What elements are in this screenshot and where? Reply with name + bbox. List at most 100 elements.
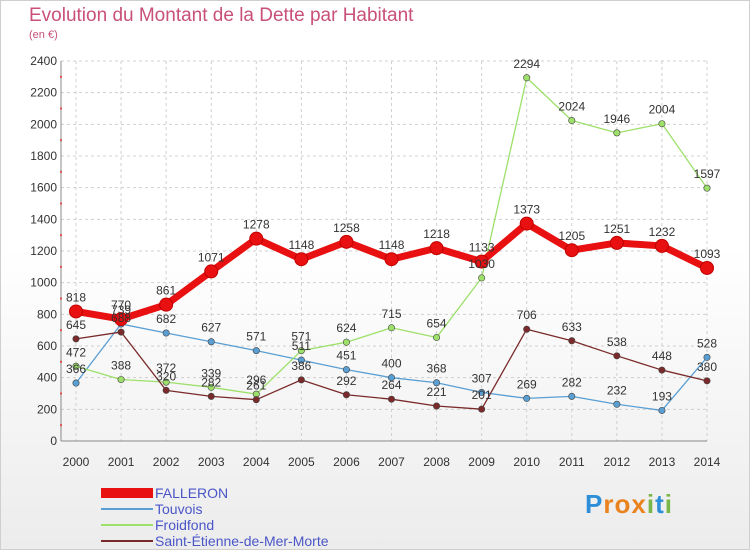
data-label-froidfond: 296 (246, 373, 266, 387)
data-label-falleron: 1373 (513, 203, 540, 217)
data-point-touvois (523, 394, 531, 402)
data-point-touvois (613, 400, 621, 408)
data-point-falleron (339, 234, 354, 249)
data-point-falleron (609, 235, 624, 250)
data-label-falleron: 861 (156, 284, 176, 298)
data-label-froidfond: 1946 (604, 112, 631, 126)
y-tick-label: 1400 (30, 212, 57, 226)
data-label-froidfond: 571 (291, 330, 311, 344)
data-label-touvois: 232 (607, 383, 627, 397)
data-label-froidfond: 372 (156, 361, 176, 375)
data-point-falleron (69, 304, 83, 319)
data-label-froidfond: 2024 (558, 100, 585, 114)
x-tick-label: 2000 (63, 455, 90, 469)
brand-letter: P (585, 489, 604, 519)
data-point-falleron (294, 252, 309, 267)
data-label-saint-tienne-de-mer-morte: 320 (156, 369, 176, 383)
data-point-touvois (252, 347, 260, 355)
legend-label-froidfond: Froidfond (155, 517, 215, 533)
data-point-touvois (162, 329, 170, 337)
y-tick-label: 1600 (30, 181, 57, 195)
data-point-touvois (658, 406, 666, 414)
data-point-froidfond (568, 117, 576, 125)
x-tick-label: 2006 (333, 455, 360, 469)
data-point-falleron (159, 297, 174, 312)
data-point-falleron (429, 241, 444, 256)
x-tick-label: 2010 (513, 455, 540, 469)
data-label-touvois: 511 (292, 339, 311, 353)
data-point-saint-tienne-de-mer-morte (613, 352, 621, 360)
data-label-touvois: 282 (562, 375, 582, 389)
data-point-saint-tienne-de-mer-morte (478, 405, 486, 413)
data-point-falleron (564, 243, 579, 258)
data-label-touvois: 739 (111, 303, 131, 317)
data-label-saint-tienne-de-mer-morte: 264 (381, 378, 401, 392)
data-point-touvois (433, 379, 441, 387)
data-point-saint-tienne-de-mer-morte (568, 337, 576, 345)
data-label-saint-tienne-de-mer-morte: 386 (291, 359, 311, 373)
data-label-saint-tienne-de-mer-morte: 645 (66, 318, 86, 332)
x-tick-label: 2002 (153, 455, 180, 469)
data-label-saint-tienne-de-mer-morte: 292 (336, 374, 356, 388)
data-point-froidfond (342, 338, 350, 346)
x-tick-label: 2001 (108, 455, 135, 469)
data-point-froidfond (207, 383, 215, 391)
y-tick-label: 600 (37, 339, 57, 353)
data-point-froidfond (478, 274, 486, 282)
data-label-saint-tienne-de-mer-morte: 706 (517, 308, 537, 322)
data-label-falleron: 1148 (379, 238, 405, 252)
data-label-saint-tienne-de-mer-morte: 201 (472, 388, 492, 402)
data-label-touvois: 193 (652, 389, 672, 403)
data-point-saint-tienne-de-mer-morte (207, 392, 215, 400)
data-point-froidfond (72, 362, 80, 370)
data-point-touvois (387, 374, 395, 382)
data-point-froidfond (658, 120, 666, 128)
chart-unit: (en €) (29, 29, 58, 41)
data-label-saint-tienne-de-mer-morte: 282 (201, 375, 221, 389)
data-label-touvois: 400 (381, 357, 401, 371)
data-point-touvois (703, 353, 711, 361)
data-point-froidfond (117, 376, 125, 384)
y-tick-label: 2000 (30, 117, 57, 131)
data-label-froidfond: 1597 (694, 167, 721, 181)
data-label-froidfond: 339 (201, 366, 221, 380)
x-tick-label: 2012 (604, 455, 631, 469)
data-label-touvois: 368 (427, 362, 447, 376)
data-point-falleron (519, 216, 534, 231)
data-label-saint-tienne-de-mer-morte: 261 (246, 379, 266, 393)
data-point-touvois (342, 366, 350, 374)
data-label-froidfond: 388 (111, 359, 131, 373)
data-label-touvois: 451 (336, 349, 356, 363)
data-point-saint-tienne-de-mer-morte (387, 395, 395, 403)
legend-swatch-froidfond (101, 524, 153, 526)
y-tick-label: 1800 (30, 149, 57, 163)
data-point-touvois (207, 338, 215, 346)
legend-label-touvois: Touvois (155, 501, 203, 517)
y-tick-label: 200 (37, 402, 57, 416)
x-tick-label: 2007 (378, 455, 405, 469)
data-label-froidfond: 654 (427, 316, 447, 330)
data-label-saint-tienne-de-mer-morte: 688 (111, 311, 131, 325)
x-tick-label: 2008 (423, 455, 450, 469)
data-point-saint-tienne-de-mer-morte (658, 366, 666, 374)
y-tick-label: 400 (37, 371, 57, 385)
data-label-falleron: 1071 (198, 250, 225, 264)
data-label-froidfond: 1030 (468, 257, 495, 271)
data-label-falleron: 1251 (604, 222, 631, 236)
data-point-froidfond (433, 333, 441, 341)
data-label-froidfond: 2294 (513, 57, 540, 71)
data-label-froidfond: 472 (66, 345, 86, 359)
data-point-falleron (700, 260, 714, 275)
data-label-falleron: 1232 (649, 225, 676, 239)
data-label-touvois: 627 (201, 321, 221, 335)
data-label-saint-tienne-de-mer-morte: 380 (697, 360, 717, 374)
data-label-froidfond: 624 (336, 321, 356, 335)
data-label-froidfond: 2004 (649, 103, 676, 117)
data-label-falleron: 1278 (243, 218, 270, 232)
brand-letter: i (646, 489, 656, 519)
data-point-saint-tienne-de-mer-morte (72, 335, 80, 343)
x-tick-label: 2011 (559, 455, 585, 469)
data-point-saint-tienne-de-mer-morte (297, 376, 305, 384)
data-point-touvois (297, 356, 305, 364)
data-label-touvois: 571 (246, 330, 266, 344)
